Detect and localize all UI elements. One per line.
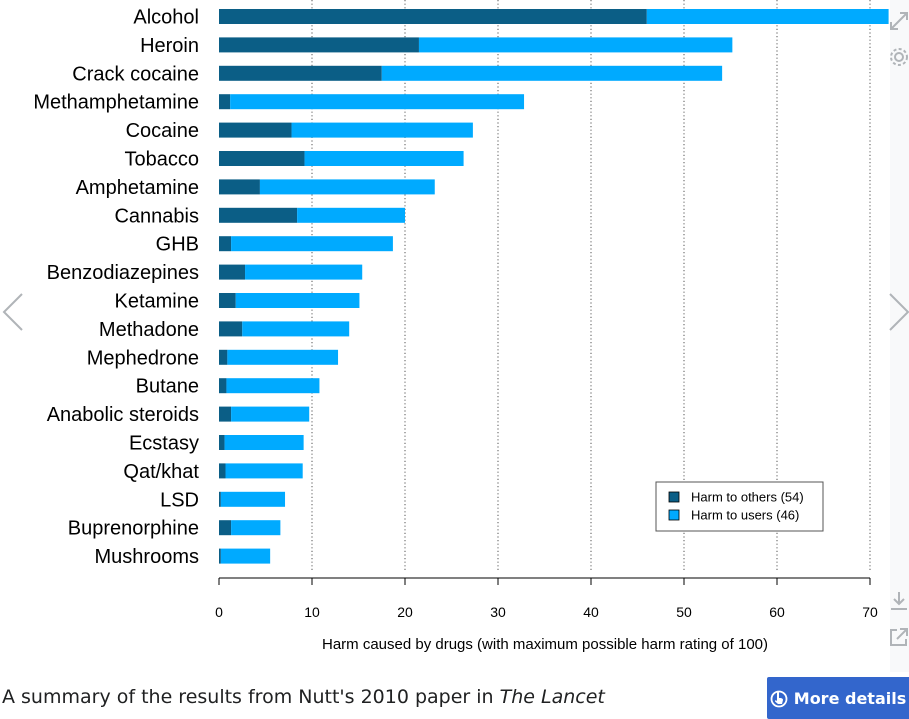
category-label: Methadone bbox=[99, 319, 199, 341]
x-tick-label: 50 bbox=[676, 604, 692, 620]
x-tick-label: 20 bbox=[397, 604, 413, 620]
bar-harm-to-users bbox=[226, 378, 320, 394]
expand-button[interactable] bbox=[888, 10, 909, 32]
chart-image: Alcohol Heroin Crack cocaine Methamphetamin… bbox=[33, 0, 889, 653]
bar-harm-to-others bbox=[219, 406, 232, 422]
bar-harm-to-others bbox=[219, 236, 232, 252]
category-label: Amphetamine bbox=[76, 177, 199, 199]
bar-harm-to-users bbox=[381, 65, 723, 81]
legend-swatch bbox=[668, 509, 680, 521]
caption-prefix: A summary of the results from Nutt's 201… bbox=[2, 686, 500, 708]
bar-harm-to-users bbox=[220, 491, 286, 507]
bar-harm-to-others bbox=[219, 65, 382, 81]
category-label: Qat/khat bbox=[123, 461, 199, 483]
bar-harm-to-users bbox=[231, 520, 281, 536]
bar-harm-to-others bbox=[219, 491, 221, 507]
bar-harm-to-users bbox=[230, 94, 525, 110]
bar-harm-to-others bbox=[219, 122, 292, 138]
bar-harm-to-others bbox=[219, 378, 227, 394]
bar-harm-to-others bbox=[219, 463, 226, 479]
bar-harm-to-users bbox=[418, 37, 733, 53]
x-tick-label: 60 bbox=[769, 604, 785, 620]
x-axis-label: Harm caused by drugs (with maximum possi… bbox=[322, 636, 768, 653]
expand-icon bbox=[890, 12, 908, 30]
bar-harm-to-others bbox=[219, 94, 231, 110]
bar-harm-to-others bbox=[219, 293, 236, 308]
category-label: Cocaine bbox=[126, 120, 199, 142]
legend-box bbox=[655, 481, 824, 532]
legend-label: Harm to others (54) bbox=[691, 490, 804, 505]
bar-harm-to-users bbox=[231, 406, 310, 422]
category-label: Cannabis bbox=[114, 205, 199, 227]
category-label: Anabolic steroids bbox=[47, 404, 199, 426]
x-tick-label: 0 bbox=[215, 604, 223, 620]
category-label: Buprenorphine bbox=[68, 518, 199, 540]
bar-harm-to-users bbox=[259, 179, 435, 195]
gear-icon bbox=[890, 48, 908, 66]
bar-harm-to-users bbox=[227, 349, 339, 365]
legend-swatch bbox=[668, 491, 680, 503]
bar-harm-to-users bbox=[646, 9, 889, 24]
bar-harm-to-others bbox=[219, 37, 419, 53]
pointer-icon bbox=[770, 690, 788, 708]
category-label: LSD bbox=[160, 489, 199, 511]
bar-harm-to-others bbox=[219, 349, 228, 365]
bar-harm-to-users bbox=[235, 293, 360, 308]
open-file-button[interactable] bbox=[888, 626, 909, 648]
bar-harm-to-others bbox=[219, 435, 225, 450]
more-details-label: More details bbox=[793, 688, 907, 708]
bar-harm-to-others bbox=[219, 9, 647, 24]
chevron-left-icon bbox=[2, 293, 23, 331]
category-label: Alcohol bbox=[133, 7, 199, 29]
bar-harm-to-others bbox=[219, 264, 246, 280]
bar-harm-to-others bbox=[219, 520, 232, 536]
settings-button[interactable] bbox=[888, 46, 909, 68]
next-image-button[interactable] bbox=[882, 290, 909, 334]
chevron-right-icon bbox=[889, 293, 909, 331]
x-tick-label: 70 bbox=[862, 604, 878, 620]
previous-image-button[interactable] bbox=[0, 290, 30, 334]
image-caption: A summary of the results from Nutt's 201… bbox=[2, 686, 605, 708]
bar-chart: Alcohol Heroin Crack cocaine Methamphetamin… bbox=[33, 0, 889, 653]
category-label: Ketamine bbox=[115, 291, 200, 313]
x-tick-label: 30 bbox=[490, 604, 506, 620]
category-label: Mushrooms bbox=[95, 546, 199, 568]
external-link-icon bbox=[890, 628, 908, 646]
category-label: Benzodiazepines bbox=[47, 262, 199, 284]
bar-harm-to-others bbox=[219, 321, 243, 337]
media-viewer: Alcohol Heroin Crack cocaine Methamphetamin… bbox=[0, 0, 909, 653]
legend-label: Harm to users (46) bbox=[691, 508, 799, 523]
bar-harm-to-others bbox=[219, 548, 221, 564]
category-label: Tobacco bbox=[125, 149, 200, 171]
bar-harm-to-users bbox=[224, 435, 304, 450]
bar-harm-to-users bbox=[297, 207, 405, 223]
bar-harm-to-users bbox=[291, 122, 473, 138]
bar-harm-to-users bbox=[231, 236, 393, 252]
category-label: Crack cocaine bbox=[72, 63, 199, 85]
x-tick-label: 40 bbox=[583, 604, 599, 620]
bar-harm-to-others bbox=[219, 179, 260, 195]
x-tick-label: 10 bbox=[304, 604, 320, 620]
more-details-button[interactable]: More details bbox=[767, 677, 909, 719]
download-icon bbox=[891, 592, 907, 610]
bar-harm-to-users bbox=[304, 151, 464, 166]
bar-harm-to-users bbox=[242, 321, 350, 337]
category-label: Heroin bbox=[140, 35, 199, 57]
category-label: Methamphetamine bbox=[33, 92, 199, 114]
category-label: GHB bbox=[156, 234, 199, 256]
bar-harm-to-others bbox=[219, 151, 305, 166]
download-button[interactable] bbox=[888, 590, 909, 612]
category-label: Ecstasy bbox=[129, 433, 199, 455]
bar-harm-to-others bbox=[219, 207, 298, 223]
bar-harm-to-users bbox=[220, 548, 271, 564]
category-label: Butane bbox=[136, 376, 199, 398]
bar-harm-to-users bbox=[245, 264, 363, 280]
bar-harm-to-users bbox=[225, 463, 303, 479]
category-label: Mephedrone bbox=[87, 347, 199, 369]
caption-journal: The Lancet bbox=[499, 686, 605, 708]
